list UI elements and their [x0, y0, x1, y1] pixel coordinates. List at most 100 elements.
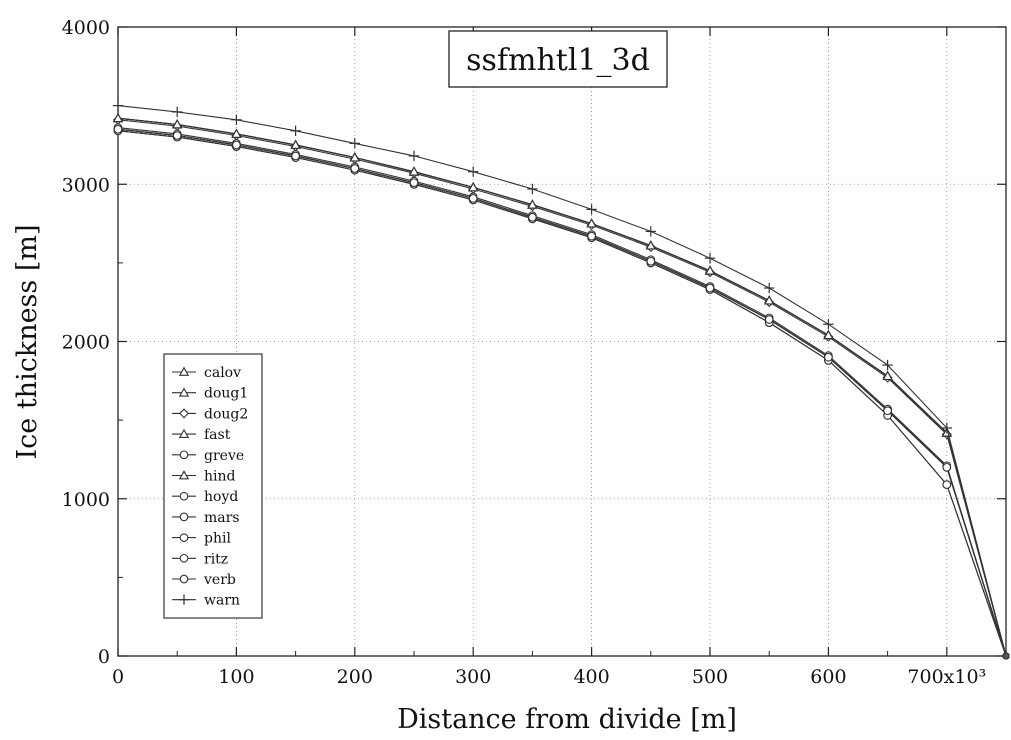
y-tick-label: 4000	[62, 17, 110, 39]
legend-item-fast: fast	[172, 427, 231, 443]
chart-title: ssfmhtl1_3d	[466, 43, 650, 78]
data-point	[350, 164, 360, 173]
legend-item-mars: mars	[172, 510, 240, 526]
legend-item-hind: hind	[172, 469, 236, 485]
legend-marker	[179, 408, 189, 419]
axis-ticks: 0 100 200 300 400 500 600 700x10³ 0 1000 2000 3000 4…	[62, 17, 1006, 688]
legend-marker	[179, 450, 189, 460]
x-tick-label: 500	[692, 666, 728, 688]
data-point	[408, 166, 420, 176]
legend-marker	[179, 553, 189, 563]
series-line-doug2	[117, 119, 1007, 657]
chart-title-box: ssfmhtl1_3d	[448, 30, 668, 88]
data-point	[409, 178, 419, 188]
data-point	[942, 480, 952, 489]
legend-item-doug1: doug1	[172, 386, 248, 402]
legend-marker	[179, 533, 189, 542]
legend-label: warn	[204, 593, 240, 609]
legend-item-calov: calov	[172, 365, 241, 381]
series-line-warn	[117, 105, 1007, 657]
data-point	[587, 231, 596, 241]
legend-item-verb: verb	[172, 572, 236, 588]
legend: calov doug1 doug2 fast greve hind hoyd mars phil…	[163, 353, 263, 619]
legend-label: fast	[204, 427, 231, 443]
data-point	[349, 152, 360, 162]
legend-item-ritz: ritz	[172, 551, 228, 567]
data-point	[172, 119, 183, 129]
legend-label: phil	[204, 531, 231, 547]
data-point	[172, 106, 183, 118]
data-point	[112, 100, 124, 111]
data-point	[231, 114, 242, 125]
legend-label: mars	[204, 510, 240, 526]
series-warn	[112, 100, 1010, 660]
legend-marker	[178, 387, 190, 397]
legend-marker	[179, 512, 189, 522]
x-tick-label: 300	[455, 666, 491, 688]
series-line-ritz	[117, 127, 1007, 657]
data-point	[291, 151, 300, 161]
data-point	[705, 283, 715, 293]
legend-marker	[178, 428, 190, 439]
legend-label: greve	[204, 448, 244, 464]
y-tick-label: 1000	[62, 489, 110, 511]
legend-label: hind	[204, 469, 236, 485]
legend-label: ritz	[204, 551, 228, 567]
data-point	[231, 128, 242, 138]
data-point	[232, 140, 241, 150]
legend-item-warn: warn	[172, 593, 240, 609]
data-point	[883, 406, 892, 416]
data-point	[586, 218, 597, 228]
data-point	[468, 194, 478, 203]
data-point	[586, 204, 597, 215]
x-tick-label: 0	[112, 666, 124, 688]
legend-item-phil: phil	[172, 531, 231, 547]
data-point	[468, 182, 479, 192]
data-point	[646, 256, 656, 266]
data-point	[823, 319, 834, 330]
legend-marker	[179, 491, 189, 501]
data-point	[113, 124, 123, 134]
data-point	[764, 282, 775, 294]
legend-label: verb	[203, 572, 236, 588]
data-point	[882, 370, 893, 381]
y-tick-label: 3000	[62, 174, 110, 196]
y-tick-label: 2000	[62, 332, 110, 354]
x-tick-label: 100	[218, 666, 254, 688]
legend-label: doug1	[204, 386, 248, 402]
data-point	[172, 131, 182, 140]
series-line-phil	[117, 130, 1007, 657]
data-point	[823, 329, 834, 340]
legend-item-greve: greve	[172, 448, 244, 464]
data-point	[882, 359, 893, 371]
data-point	[764, 295, 775, 305]
y-tick-label: 0	[98, 646, 110, 668]
data-point	[645, 226, 656, 237]
data-point	[468, 166, 479, 177]
data-point	[290, 139, 301, 149]
data-point	[112, 112, 124, 123]
data-point	[1002, 652, 1010, 660]
legend-marker	[178, 470, 190, 480]
x-tick-label: 700x10³	[907, 666, 986, 688]
y-axis-label: Ice thickness [m]	[12, 224, 43, 459]
legend-label: doug2	[204, 406, 248, 422]
data-point	[824, 352, 833, 362]
legend-label: hoyd	[204, 489, 238, 505]
legend-label: calov	[204, 365, 241, 381]
legend-item-doug2: doug2	[172, 406, 248, 422]
data-point	[764, 315, 774, 324]
series-layer	[112, 100, 1010, 660]
grid	[118, 27, 1006, 656]
series-line-hind	[117, 117, 1007, 657]
legend-item-hoyd: hoyd	[172, 489, 238, 505]
legend-marker	[178, 366, 190, 376]
data-point	[941, 422, 952, 434]
data-point	[527, 183, 538, 195]
data-point	[704, 265, 716, 275]
data-point	[349, 138, 360, 149]
x-tick-label: 400	[573, 666, 609, 688]
series-line-verb	[117, 128, 1007, 657]
legend-marker	[178, 594, 190, 605]
